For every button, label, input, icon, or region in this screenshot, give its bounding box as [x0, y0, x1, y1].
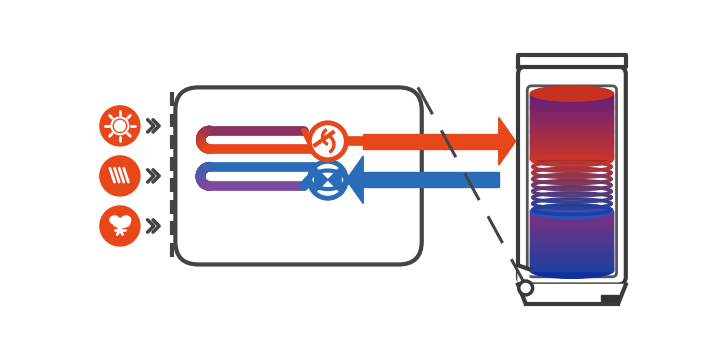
Ellipse shape — [110, 216, 119, 224]
Bar — [530, 126, 614, 129]
Bar — [530, 215, 614, 217]
Bar — [530, 93, 614, 96]
Bar — [530, 221, 614, 223]
Bar — [530, 119, 614, 122]
Ellipse shape — [113, 218, 130, 227]
Ellipse shape — [122, 216, 131, 224]
Bar — [530, 115, 614, 117]
Bar — [530, 242, 614, 245]
Polygon shape — [328, 167, 341, 193]
Bar — [530, 98, 614, 100]
Bar — [530, 251, 614, 253]
Polygon shape — [314, 167, 328, 193]
Bar — [530, 137, 614, 139]
Bar — [530, 113, 614, 115]
Bar — [530, 130, 614, 133]
Circle shape — [309, 161, 346, 198]
Bar — [530, 104, 614, 107]
Bar — [530, 239, 614, 241]
Bar — [530, 139, 614, 142]
Bar — [530, 264, 614, 267]
Bar — [530, 258, 614, 261]
Bar — [530, 225, 614, 227]
Bar — [530, 141, 614, 144]
Bar — [530, 109, 614, 111]
Bar — [530, 146, 614, 148]
Polygon shape — [346, 156, 363, 204]
Bar — [530, 102, 614, 104]
Bar — [530, 143, 614, 146]
Bar — [530, 227, 614, 229]
Bar — [530, 128, 614, 131]
Bar — [530, 156, 614, 159]
Bar — [530, 106, 614, 109]
Bar — [530, 229, 614, 231]
Bar — [530, 135, 614, 137]
Ellipse shape — [530, 86, 614, 101]
Bar — [530, 121, 614, 124]
Bar — [530, 211, 614, 213]
Bar — [530, 252, 614, 255]
FancyBboxPatch shape — [528, 86, 616, 277]
Bar — [530, 124, 614, 126]
Polygon shape — [518, 55, 626, 67]
Bar — [530, 268, 614, 271]
Circle shape — [309, 123, 346, 160]
Circle shape — [519, 281, 533, 295]
Bar — [530, 217, 614, 219]
Bar — [530, 241, 614, 243]
Bar — [530, 100, 614, 102]
Circle shape — [100, 206, 140, 246]
Bar — [530, 256, 614, 259]
Bar — [530, 245, 614, 247]
Bar — [530, 148, 614, 150]
Ellipse shape — [530, 151, 614, 167]
Bar — [530, 262, 614, 265]
Bar — [530, 154, 614, 157]
Bar — [530, 95, 614, 98]
Bar — [530, 248, 614, 251]
Bar — [530, 213, 614, 215]
Bar — [530, 150, 614, 152]
Polygon shape — [498, 117, 515, 165]
Bar — [530, 219, 614, 221]
Circle shape — [114, 120, 125, 131]
Bar — [530, 233, 614, 235]
Bar — [530, 237, 614, 239]
Bar — [530, 94, 614, 159]
Bar — [530, 235, 614, 237]
Ellipse shape — [530, 263, 614, 278]
Bar — [530, 247, 614, 249]
Bar — [530, 266, 614, 269]
Bar — [530, 132, 614, 135]
Bar — [530, 111, 614, 113]
Ellipse shape — [530, 204, 614, 219]
Bar — [363, 172, 498, 188]
Circle shape — [100, 106, 140, 146]
Bar — [530, 255, 614, 257]
Bar — [530, 152, 614, 155]
Polygon shape — [518, 284, 626, 304]
Bar — [530, 260, 614, 263]
Bar — [363, 134, 498, 149]
Bar — [530, 211, 614, 271]
Bar — [602, 294, 618, 301]
Bar — [530, 231, 614, 233]
FancyBboxPatch shape — [176, 87, 422, 265]
FancyBboxPatch shape — [518, 67, 626, 284]
Circle shape — [100, 156, 140, 196]
Bar — [530, 117, 614, 120]
Polygon shape — [518, 265, 529, 284]
Bar — [530, 223, 614, 225]
